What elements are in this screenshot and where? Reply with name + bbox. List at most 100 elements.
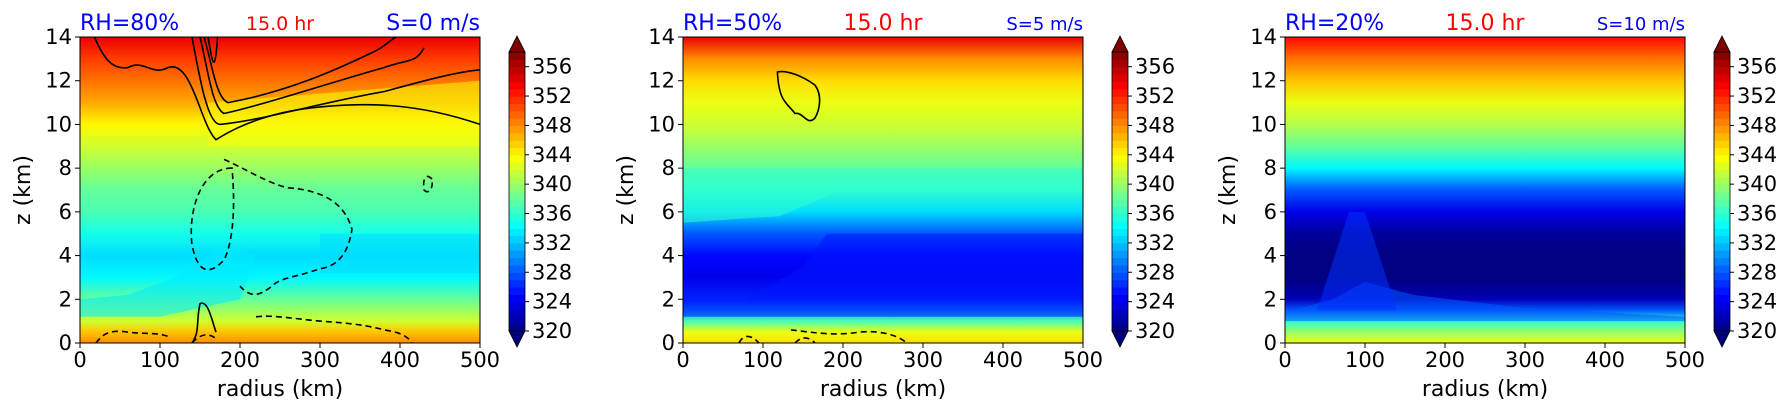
colorbar-band [509,323,525,332]
colorbar-tick-label: 356 [1737,55,1777,79]
colorbar-tick-label: 348 [532,113,572,137]
y-tick-label: 0 [1264,331,1277,355]
colorbar-band [1714,242,1730,251]
y-tick-label: 12 [1250,69,1277,93]
title-right: S=5 m/s [1006,14,1083,35]
colorbar-tick-label: 352 [1737,84,1777,108]
shading-region [320,233,480,274]
colorbar-tick-label: 324 [1135,290,1175,314]
colorbar-band [1112,220,1128,229]
colorbar-band [1112,147,1128,156]
colorbar-band [1714,162,1730,171]
contour-layer [1285,211,1685,322]
colorbar-band [509,213,525,222]
colorbar-extend-min [1111,330,1129,348]
colorbar-band [1714,272,1730,281]
y-tick-label: 6 [1264,200,1277,224]
colorbar-band [1714,316,1730,325]
colorbar-band [509,162,525,171]
y-tick-label: 12 [45,69,72,93]
x-tick-label: 0 [1278,348,1291,372]
colorbar-band [1112,88,1128,97]
colorbar-band [1714,132,1730,141]
y-tick-label: 2 [59,287,72,311]
colorbar-band [1112,96,1128,104]
shading-region [1317,211,1397,311]
contour-solid [191,302,217,343]
shading-region [683,168,1083,223]
contour-solid [203,37,397,104]
contour-solid [207,37,219,63]
colorbar-band [1714,228,1730,237]
colorbar-extend-max [1111,35,1129,53]
y-axis-label: z (km) [11,155,36,225]
x-tick-label: 100 [140,348,180,372]
y-tick-label: 4 [1264,244,1277,268]
colorbar-tick-label: 340 [1135,172,1175,196]
colorbar-band [509,169,525,178]
colorbar-tick-label: 332 [532,231,572,255]
colorbar-tick-label: 324 [1737,290,1777,314]
colorbar-band [1714,154,1730,163]
colorbar-band [1714,52,1730,60]
colorbar-band [509,176,525,185]
colorbar-tick-label: 320 [1737,319,1777,343]
title-right: S=10 m/s [1597,14,1685,35]
colorbar-tick-label: 324 [532,290,572,314]
colorbar-band [509,308,525,317]
x-tick-label: 100 [743,348,783,372]
colorbar-band [1112,103,1128,112]
colorbar-band [1714,96,1730,104]
colorbar-band [1714,125,1730,134]
colorbar-tick-label: 328 [1737,260,1777,284]
colorbar-band [509,96,525,104]
colorbar-tick-label: 344 [1135,143,1175,167]
colorbar-band [509,198,525,207]
contour-dashed [223,158,353,296]
colorbar-band [1112,110,1128,119]
colorbar-band [509,250,525,259]
x-tick-label: 400 [380,348,420,372]
colorbar-extend-max [508,35,526,53]
x-tick-label: 0 [676,348,689,372]
x-tick-label: 300 [300,348,340,372]
colorbar-band [509,184,525,193]
colorbar-band [1714,147,1730,156]
y-tick-label: 10 [648,112,675,136]
colorbar-band [1714,118,1730,127]
colorbar-tick-label: 328 [1135,260,1175,284]
x-tick-label: 200 [823,348,863,372]
x-tick-label: 300 [1505,348,1545,372]
colorbar-band [1112,191,1128,200]
colorbar-band [509,147,525,156]
colorbar-band [1714,140,1730,149]
colorbar-band [1112,250,1128,259]
colorbar-band [509,125,525,134]
colorbar-band [1714,220,1730,229]
x-axis-label: radius (km) [217,377,343,402]
colorbar-extend-max [1713,35,1731,53]
colorbar-band [1714,103,1730,112]
colorbar-band [509,301,525,310]
x-tick-label: 200 [1425,348,1465,372]
colorbar-tick-label: 348 [1135,113,1175,137]
colorbar-band [509,88,525,97]
colorbar-band [1112,125,1128,134]
x-tick-label: 500 [1063,348,1103,372]
y-tick-label: 12 [648,69,675,93]
colorbar-band [1112,286,1128,295]
colorbar-band [1714,264,1730,273]
colorbar: 320 324 328 332 336 340 344 348 352 356 [1111,35,1175,348]
colorbar-tick-label: 332 [1737,231,1777,255]
colorbar-band [1714,59,1730,68]
title-left: RH=50% [683,11,782,36]
colorbar: 320 324 328 332 336 340 344 348 352 356 [1713,35,1777,348]
colorbar-band [1714,88,1730,97]
colorbar-band [1714,184,1730,193]
colorbar-tick-label: 320 [1135,319,1175,343]
y-tick-label: 10 [1250,112,1277,136]
panel-2: 0 100 200 300 400 500 0 2 4 6 8 10 12 14 radius (km) z … [614,11,1175,402]
colorbar-band [1714,213,1730,222]
title-center: 15.0 hr [844,11,924,36]
